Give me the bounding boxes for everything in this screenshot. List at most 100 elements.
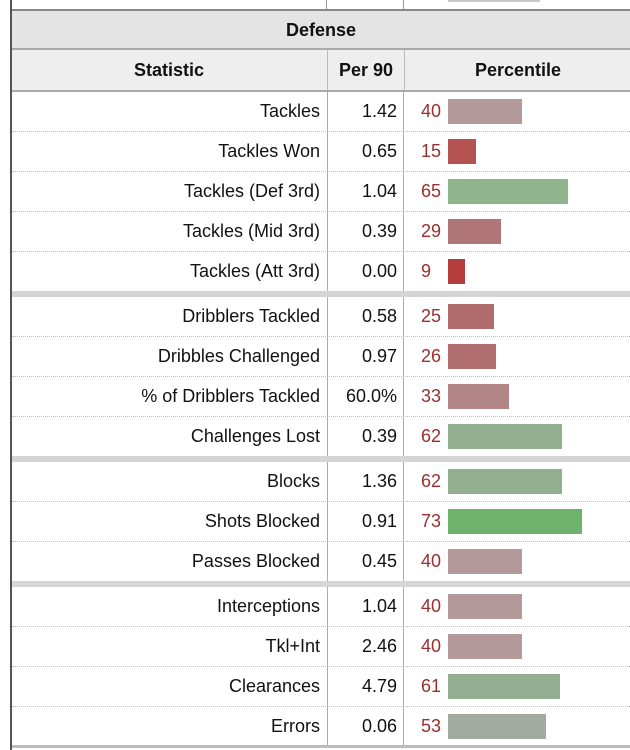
per90-value: 1.04 xyxy=(327,587,397,626)
percentile-cell: 62 xyxy=(403,417,630,456)
percentile-value: 40 xyxy=(421,101,442,121)
per90-value: 4.79 xyxy=(327,667,397,706)
per90-value-text: 2.46 xyxy=(361,636,397,656)
percentile-value: 73 xyxy=(421,511,442,531)
percentile-value: 65 xyxy=(421,181,442,201)
percentile-cell: 25 xyxy=(403,297,630,336)
table-bottom-border xyxy=(12,745,630,748)
table-row: Tackles (Att 3rd) 0.00 9 xyxy=(12,252,630,292)
percentile-bar xyxy=(448,304,494,329)
statistic-label: Dribblers Tackled xyxy=(182,306,320,326)
statistic-label: Tackles xyxy=(259,101,320,121)
percentile-cell: 40 xyxy=(403,92,630,131)
table-row: Tackles Won 0.65 15 xyxy=(12,132,630,172)
statistic-label: Challenges Lost xyxy=(190,426,320,446)
percentile-value: 33 xyxy=(421,386,442,406)
per90-value: 0.06 xyxy=(327,707,397,746)
statistic-label: Clearances xyxy=(228,676,320,696)
statistic-label: Tackles Won xyxy=(218,141,320,161)
percentile-bar xyxy=(448,384,509,409)
percentile-value: 15 xyxy=(421,141,442,161)
per90-value: 0.97 xyxy=(327,337,397,376)
table-row: Blocks 1.36 62 xyxy=(12,462,630,502)
statistic-label: Interceptions xyxy=(216,596,320,616)
percentile-cell: 73 xyxy=(403,502,630,541)
per90-value: 2.46 xyxy=(327,627,397,666)
column-header-per90[interactable]: Per 90 xyxy=(327,50,404,90)
percentile-cell: 9 xyxy=(403,252,630,291)
statistic-label: % of Dribblers Tackled xyxy=(141,386,320,406)
per90-value: 0.91 xyxy=(327,502,397,541)
percentile-bar xyxy=(448,594,522,619)
percentile-bar xyxy=(448,424,562,449)
per90-value: 0.39 xyxy=(327,212,397,251)
statistic-label: Tackles (Mid 3rd) xyxy=(182,221,320,241)
percentile-cell: 40 xyxy=(403,542,630,581)
statistic-label: Shots Blocked xyxy=(204,511,320,531)
percentile-bar xyxy=(448,259,465,284)
percentile-bar xyxy=(448,139,476,164)
per90-value: 0.65 xyxy=(327,132,397,171)
table-header: Statistic Per 90 Percentile xyxy=(12,50,630,92)
statistic-label: Tkl+Int xyxy=(265,636,320,656)
per90-value-text: 0.65 xyxy=(361,141,397,161)
per90-value-text: 0.58 xyxy=(361,306,397,326)
previous-row-fragment xyxy=(12,0,630,9)
group-separator xyxy=(12,291,630,297)
section-title: Defense xyxy=(12,9,630,50)
group-separator xyxy=(12,581,630,587)
statistic-label: Tackles (Def 3rd) xyxy=(183,181,320,201)
per90-value-text: 0.91 xyxy=(361,511,397,531)
percentile-bar-fragment xyxy=(448,0,540,2)
percentile-value: 62 xyxy=(421,471,442,491)
percentile-cell: 40 xyxy=(403,627,630,666)
table-row: Tackles (Mid 3rd) 0.39 29 xyxy=(12,212,630,252)
per90-value-text: 1.04 xyxy=(361,181,397,201)
percentile-value: 25 xyxy=(421,306,442,326)
percentile-bar xyxy=(448,219,501,244)
percentile-bar xyxy=(448,714,546,739)
per90-value-text: 0.97 xyxy=(361,346,397,366)
table-row: Dribbles Challenged 0.97 26 xyxy=(12,337,630,377)
percentile-value: 53 xyxy=(421,716,442,736)
per90-value-text: 60.0% xyxy=(345,386,397,406)
per90-value-text: 4.79 xyxy=(361,676,397,696)
table-row: Interceptions 1.04 40 xyxy=(12,587,630,627)
percentile-value: 40 xyxy=(421,636,442,656)
per90-value: 0.00 xyxy=(327,252,397,291)
percentile-cell: 65 xyxy=(403,172,630,211)
column-header-percentile[interactable]: Percentile xyxy=(404,50,630,90)
per90-value-text: 0.45 xyxy=(361,551,397,571)
percentile-bar xyxy=(448,179,568,204)
per90-value-text: 0.39 xyxy=(361,221,397,241)
per90-value: 1.42 xyxy=(327,92,397,131)
percentile-value: 9 xyxy=(421,261,432,281)
percentile-cell: 26 xyxy=(403,337,630,376)
table-row: Clearances 4.79 61 xyxy=(12,667,630,707)
per90-value-text: 0.06 xyxy=(361,716,397,736)
percentile-bar xyxy=(448,344,496,369)
per90-value-text: 0.39 xyxy=(361,426,397,446)
defense-stats-table: Defense Statistic Per 90 Percentile Tack… xyxy=(10,0,630,750)
percentile-bar xyxy=(448,509,582,534)
statistic-label: Errors xyxy=(271,716,320,736)
table-row: Shots Blocked 0.91 73 xyxy=(12,502,630,542)
percentile-cell: 15 xyxy=(403,132,630,171)
statistic-label: Passes Blocked xyxy=(191,551,320,571)
column-header-statistic[interactable]: Statistic xyxy=(133,60,205,80)
per90-value: 60.0% xyxy=(327,377,397,416)
percentile-value: 61 xyxy=(421,676,442,696)
percentile-bar xyxy=(448,674,560,699)
table-row: Challenges Lost 0.39 62 xyxy=(12,417,630,457)
per90-value-text: 1.42 xyxy=(361,101,397,121)
percentile-cell: 53 xyxy=(403,707,630,746)
statistic-label: Tackles (Att 3rd) xyxy=(189,261,320,281)
percentile-cell: 61 xyxy=(403,667,630,706)
percentile-bar xyxy=(448,99,522,124)
per90-value: 0.39 xyxy=(327,417,397,456)
statistic-label: Dribbles Challenged xyxy=(157,346,320,366)
per90-value: 0.58 xyxy=(327,297,397,336)
column-divider xyxy=(403,0,404,9)
table-row: Passes Blocked 0.45 40 xyxy=(12,542,630,582)
percentile-cell: 33 xyxy=(403,377,630,416)
